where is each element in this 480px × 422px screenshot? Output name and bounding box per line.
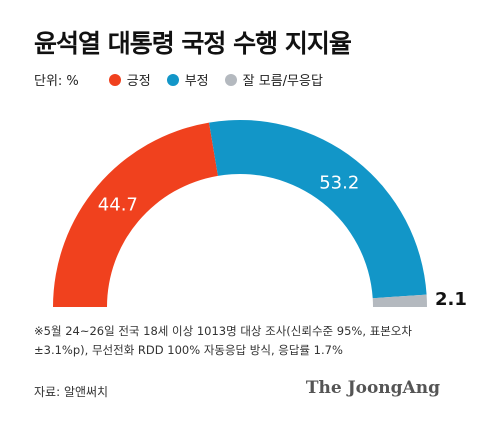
- legend-label-negative: 부정: [184, 74, 209, 89]
- legend-item-negative: 부정: [166, 70, 209, 89]
- publisher-logo: The JoongAng: [305, 378, 440, 398]
- slice-negative: [209, 119, 427, 299]
- chart-title: 윤석열 대통령 국정 수행 지지율: [34, 29, 352, 58]
- legend-dot-positive: [108, 73, 121, 86]
- legend-dot-unknown: [224, 73, 237, 86]
- legend-dot-negative: [166, 73, 179, 86]
- slice-positive: [53, 122, 218, 307]
- legend-label-positive: 긍정: [126, 74, 151, 89]
- legend: 단위: % 긍정 부정 잘 모름/무응답: [34, 70, 339, 89]
- footnote-line-2: ±3.1%p), 무선전화 RDD 100% 자동응답 방식, 응답률 1.7%: [34, 343, 343, 357]
- slice-label-positive: 44.7: [98, 195, 138, 216]
- slice-label-unknown: 2.1: [435, 289, 467, 310]
- footnote: ※5월 24~26일 전국 18세 이상 1013명 대상 조사(신뢰수준 95…: [34, 322, 454, 360]
- footnote-line-1: ※5월 24~26일 전국 18세 이상 1013명 대상 조사(신뢰수준 95…: [34, 324, 412, 338]
- slice-unknown: [372, 294, 427, 307]
- source-credit: 자료: 알앤써치: [34, 385, 109, 399]
- unit-label: 단위: %: [34, 74, 79, 89]
- legend-item-positive: 긍정: [108, 70, 151, 89]
- slice-label-negative: 53.2: [319, 173, 359, 194]
- legend-label-unknown: 잘 모름/무응답: [242, 74, 323, 89]
- legend-item-unknown: 잘 모름/무응답: [224, 70, 323, 89]
